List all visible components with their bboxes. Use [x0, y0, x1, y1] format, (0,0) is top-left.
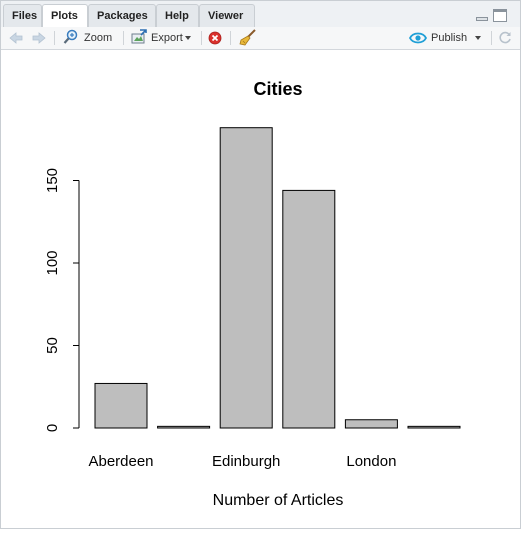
zoom-icon [63, 29, 79, 45]
y-tick-label: 0 [44, 424, 61, 432]
zoom-label: Zoom [84, 27, 112, 49]
y-tick-label: 50 [44, 337, 61, 354]
toolbar-separator [54, 31, 55, 45]
broom-icon[interactable] [239, 29, 257, 47]
tab-plots-label: Plots [51, 10, 78, 22]
bar [283, 190, 335, 428]
publish-label: Publish [431, 27, 467, 49]
tab-viewer-label: Viewer [208, 10, 243, 22]
tab-files-label: Files [12, 10, 37, 22]
bar [158, 426, 210, 428]
back-arrow-icon[interactable] [9, 32, 23, 44]
bar-chart: Cities 0 50 100 150 Aberdeen Edinburgh London… [1, 50, 520, 528]
forward-arrow-icon[interactable] [32, 32, 46, 44]
refresh-icon[interactable] [498, 31, 512, 45]
toolbar-separator [491, 31, 492, 45]
remove-plot-icon[interactable] [208, 31, 222, 45]
tab-packages[interactable]: Packages [88, 4, 156, 27]
pane-tab-bar: Files Plots Packages Help Viewer [1, 1, 520, 28]
tab-viewer[interactable]: Viewer [199, 4, 255, 27]
export-label: Export [151, 27, 183, 49]
bar [345, 420, 397, 428]
publish-caret-icon [475, 36, 481, 40]
publish-button[interactable]: Publish [409, 27, 487, 49]
y-tick-label: 100 [44, 250, 61, 275]
toolbar-separator [123, 31, 124, 45]
x-tick-label: London [346, 453, 396, 470]
bar [95, 383, 147, 428]
x-tick-label: Aberdeen [88, 453, 153, 470]
tab-files[interactable]: Files [3, 4, 42, 27]
toolbar-separator [230, 31, 231, 45]
minimize-icon[interactable] [476, 17, 488, 21]
window-controls [476, 9, 510, 23]
export-button[interactable]: Export [131, 27, 197, 49]
export-caret-icon [185, 36, 191, 40]
toolbar-separator [201, 31, 202, 45]
chart-title: Cities [253, 79, 302, 99]
y-tick-label: 150 [44, 168, 61, 193]
tab-help-label: Help [165, 10, 189, 22]
plot-area: Cities 0 50 100 150 Aberdeen Edinburgh London… [1, 50, 520, 528]
tab-plots[interactable]: Plots [42, 4, 88, 28]
maximize-icon[interactable] [493, 9, 507, 22]
x-tick-label: Edinburgh [212, 453, 280, 470]
bar [220, 128, 272, 428]
export-icon [131, 29, 148, 45]
bar [408, 426, 460, 428]
plots-toolbar: Zoom Export [1, 27, 520, 50]
x-axis-label: Number of Articles [213, 492, 344, 509]
publish-icon [409, 31, 427, 45]
tab-help[interactable]: Help [156, 4, 199, 27]
tab-packages-label: Packages [97, 10, 148, 22]
